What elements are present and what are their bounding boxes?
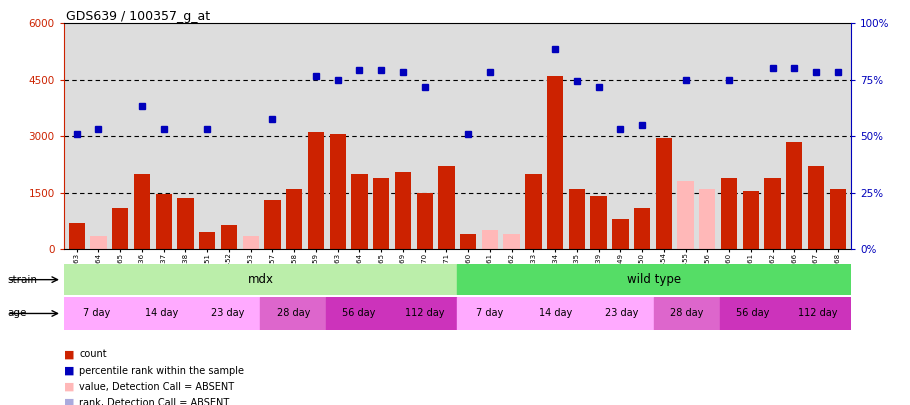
Bar [129, 297, 195, 330]
Bar [264, 200, 280, 249]
Text: ■: ■ [64, 382, 75, 392]
Bar [64, 297, 129, 330]
Bar [677, 181, 693, 249]
Text: ■: ■ [64, 398, 75, 405]
Text: wild type: wild type [627, 273, 681, 286]
Text: 28 day: 28 day [670, 309, 703, 318]
Bar [308, 132, 324, 249]
Text: rank, Detection Call = ABSENT: rank, Detection Call = ABSENT [79, 398, 229, 405]
Text: 7 day: 7 day [477, 309, 504, 318]
Bar [634, 208, 651, 249]
Text: mdx: mdx [248, 273, 274, 286]
Bar [830, 189, 846, 249]
Text: 7 day: 7 day [83, 309, 110, 318]
Bar [373, 177, 389, 249]
Bar [764, 177, 781, 249]
Bar [68, 223, 85, 249]
Bar [720, 297, 785, 330]
Bar [417, 192, 433, 249]
Bar [260, 297, 326, 330]
Bar [439, 166, 455, 249]
Bar [391, 297, 457, 330]
Bar [656, 138, 672, 249]
Text: age: age [7, 309, 26, 318]
Bar [195, 297, 260, 330]
Bar [525, 174, 541, 249]
Bar [243, 236, 258, 249]
Text: 23 day: 23 day [211, 309, 245, 318]
Text: 112 day: 112 day [798, 309, 838, 318]
Bar [591, 196, 607, 249]
Bar [481, 230, 498, 249]
Bar [286, 189, 302, 249]
Bar [785, 297, 851, 330]
Bar [589, 297, 654, 330]
Text: 23 day: 23 day [604, 309, 638, 318]
Bar [457, 297, 523, 330]
Text: value, Detection Call = ABSENT: value, Detection Call = ABSENT [79, 382, 234, 392]
Bar [460, 234, 476, 249]
Bar [134, 174, 150, 249]
Bar [786, 142, 803, 249]
Bar [612, 219, 629, 249]
Text: 28 day: 28 day [277, 309, 310, 318]
Text: ■: ■ [64, 366, 75, 375]
Bar [743, 191, 759, 249]
Text: 112 day: 112 day [405, 309, 444, 318]
Bar [64, 264, 457, 295]
Bar [221, 225, 238, 249]
Bar [808, 166, 824, 249]
Bar [351, 174, 368, 249]
Bar [654, 297, 720, 330]
Bar [90, 236, 106, 249]
Text: 56 day: 56 day [342, 309, 376, 318]
Bar [199, 232, 216, 249]
Bar [547, 76, 563, 249]
Text: strain: strain [7, 275, 37, 285]
Bar [569, 189, 585, 249]
Bar [156, 194, 172, 249]
Bar [326, 297, 391, 330]
Text: 14 day: 14 day [539, 309, 572, 318]
Bar [112, 208, 128, 249]
Bar [395, 172, 411, 249]
Bar [503, 234, 520, 249]
Text: percentile rank within the sample: percentile rank within the sample [79, 366, 244, 375]
Bar [177, 198, 194, 249]
Text: 14 day: 14 day [146, 309, 178, 318]
Bar [329, 134, 346, 249]
Bar [523, 297, 589, 330]
Bar [721, 177, 737, 249]
Text: ■: ■ [64, 350, 75, 359]
Text: GDS639 / 100357_g_at: GDS639 / 100357_g_at [66, 10, 209, 23]
Text: 56 day: 56 day [736, 309, 769, 318]
Text: count: count [79, 350, 106, 359]
Bar [457, 264, 851, 295]
Bar [699, 189, 715, 249]
